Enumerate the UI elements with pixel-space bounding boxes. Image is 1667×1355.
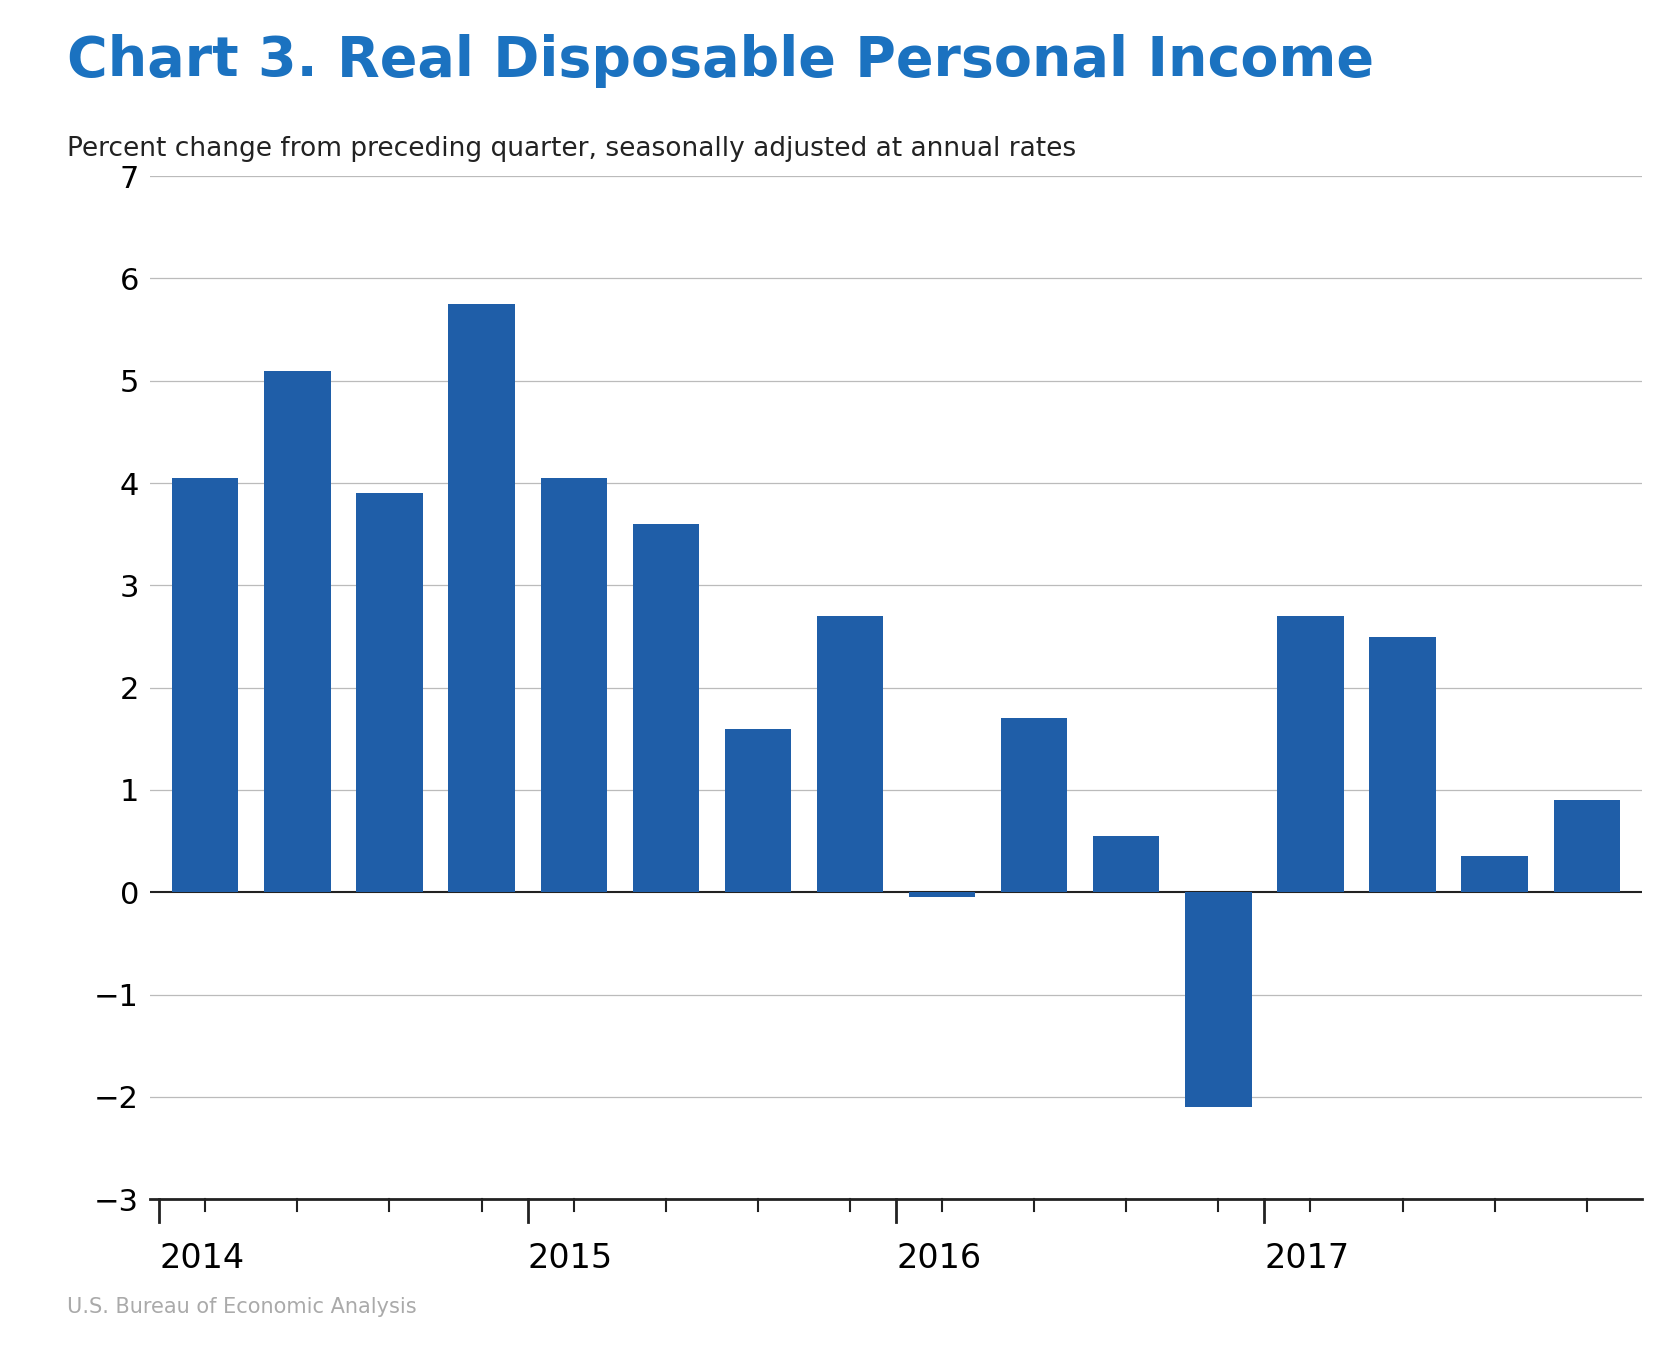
Text: 2015: 2015 (528, 1243, 613, 1275)
Text: U.S. Bureau of Economic Analysis: U.S. Bureau of Economic Analysis (67, 1297, 417, 1317)
Bar (817, 617, 884, 892)
Bar (265, 370, 330, 892)
Bar (1462, 856, 1527, 892)
Bar (172, 478, 238, 892)
Bar (357, 493, 423, 892)
Text: Percent change from preceding quarter, seasonally adjusted at annual rates: Percent change from preceding quarter, s… (67, 136, 1075, 161)
Bar (1369, 637, 1435, 892)
Bar (540, 478, 607, 892)
Bar (632, 524, 698, 892)
Text: Chart 3. Real Disposable Personal Income: Chart 3. Real Disposable Personal Income (67, 34, 1374, 88)
Bar (1094, 836, 1160, 892)
Text: 2017: 2017 (1264, 1243, 1350, 1275)
Text: 2016: 2016 (897, 1243, 982, 1275)
Bar (448, 304, 515, 892)
Bar (909, 892, 975, 897)
Bar (1277, 617, 1344, 892)
Bar (1000, 718, 1067, 892)
Text: 2014: 2014 (160, 1243, 245, 1275)
Bar (1185, 892, 1252, 1107)
Bar (1554, 801, 1620, 892)
Bar (725, 729, 792, 892)
